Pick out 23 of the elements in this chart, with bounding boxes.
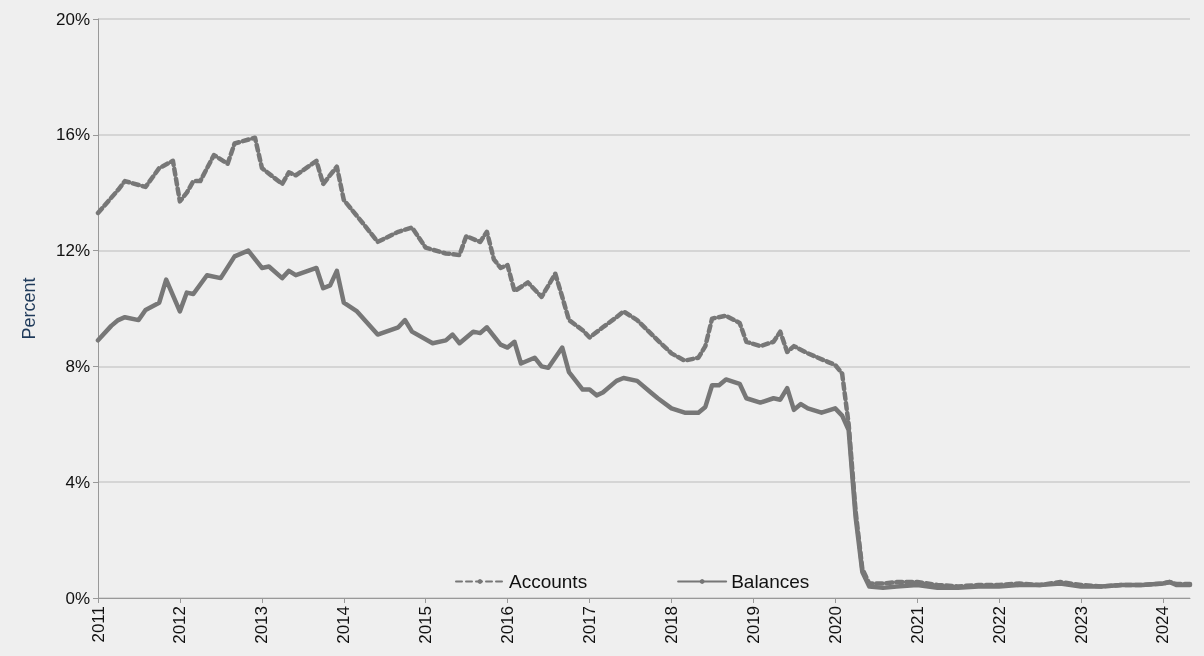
x-tick-label: 2018: [661, 606, 681, 644]
y-tick-label: 8%: [65, 356, 90, 376]
y-tick-label: 16%: [55, 125, 90, 145]
x-tick-label: 2024: [1153, 606, 1173, 644]
x-tick-label: 2012: [170, 606, 190, 644]
legend-label: Balances: [731, 571, 810, 592]
x-tick-label: 2019: [743, 606, 763, 644]
y-tick-label: 0%: [65, 588, 90, 608]
x-tick-label: 2016: [498, 606, 518, 644]
y-tick-label: 12%: [55, 241, 90, 261]
x-tick-label: 2022: [989, 606, 1009, 644]
y-axis-title: Percent: [19, 277, 39, 340]
x-tick-label: 2013: [252, 606, 272, 644]
x-tick-label: 2011: [88, 606, 108, 643]
x-tick-label: 2021: [907, 606, 927, 644]
x-tick-label: 2023: [1071, 606, 1091, 644]
x-tick-label: 2015: [416, 606, 436, 644]
x-tick-label: 2020: [825, 606, 845, 644]
y-tick-label: 4%: [65, 472, 90, 492]
x-tick-label: 2017: [580, 606, 600, 644]
legend-label: Accounts: [509, 571, 588, 592]
x-tick-label: 2014: [334, 606, 354, 644]
y-tick-label: 20%: [55, 9, 90, 29]
